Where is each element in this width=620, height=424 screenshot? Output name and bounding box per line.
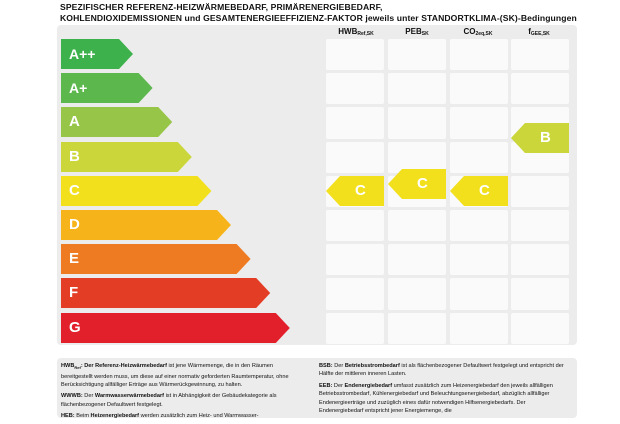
scale-bar-d: D [61,210,231,240]
column-header-peb: PEBSK [405,27,429,37]
scale-bar-a: A [61,107,173,138]
legend-eeb: EEB: Der Endenergiebedarf umfasst zusätz… [319,382,553,415]
header-line-1: SPEZIFISCHER REFERENZ-HEIZWÄRMEBEDARF, P… [60,2,383,12]
scale-label: A++ [69,46,96,62]
scale-label: E [69,250,80,268]
grid-cell [450,73,508,105]
grid-cell [450,312,508,344]
legend-box: HWBRef: Der Referenz-Heizwärmebedarf ist… [57,358,577,419]
header: SPEZIFISCHER REFERENZ-HEIZWÄRMEBEDARF, P… [60,2,615,24]
grid-cell [388,312,446,344]
grid-cell [388,278,446,310]
scale-bar-g: G [61,312,290,343]
legend-left: HWBRef: Der Referenz-Heizwärmebedarf ist… [61,362,306,424]
rating-indicator-peb: C [388,168,446,199]
grid-cell [326,210,384,242]
scale-label: G [69,318,81,336]
grid-cell [388,244,446,276]
grid-cell [450,107,508,139]
column-header-co2: CO2eq,SK [463,27,493,37]
scale-bar-e: E [61,244,251,275]
grid-cell [388,39,446,71]
scale-bar-aplus: A+ [61,73,153,104]
rating-label: B [540,128,551,146]
grid-cell [388,107,446,139]
scale-label: D [69,216,80,233]
grid-cell [326,278,384,310]
column-header-hwb: HWBRef,SK [338,27,374,37]
header-line-2: KOHLENDIOXIDEMISSIONEN und GESAMTENERGIE… [60,13,577,23]
grid-cell [511,175,569,207]
grid-cell [511,73,569,105]
scale-label: C [69,181,80,199]
grid-cell [326,312,384,344]
scale-label: A [69,113,80,131]
scale-label: A+ [69,80,88,97]
legend-bsb: BSB: Der Betriebsstrombedarf ist als flä… [319,363,564,378]
rating-label: C [417,174,428,192]
grid-cell [450,141,508,173]
scale-bar-f: F [61,278,271,309]
rating-indicator-hwb: C [326,175,384,206]
rating-label: C [355,181,366,199]
legend-wwwb: WWWB: Der Warmwasserwärmebedarf ist in A… [61,393,277,408]
grid-cell [511,244,569,276]
scale-bar-aplusplus: A++ [61,39,133,69]
rating-indicator-fgee: B [511,122,569,153]
grid-cell [326,39,384,71]
grid-cell [450,210,508,242]
grid-cell [511,278,569,310]
legend-heb: HEB: Beim Heizenergiebedarf werden zusät… [61,413,259,420]
scale-bar-c: C [61,175,212,206]
grid-cell [450,244,508,276]
rating-label: C [479,181,490,199]
grid-cell [388,210,446,242]
grid-cell [450,278,508,310]
scale-label: F [69,284,79,302]
grid-cell [511,312,569,344]
grid-cell [450,39,508,71]
grid-cell [511,210,569,242]
rating-indicator-co2: C [450,175,508,206]
scale-label: B [69,147,80,165]
grid-cell [326,244,384,276]
grid-cell [326,107,384,139]
grid-cell [388,141,446,173]
scale-bar-b: B [61,141,192,172]
grid-cell [511,39,569,71]
legend-hwb: HWBRef: Der Referenz-Heizwärmebedarf ist… [61,363,289,388]
grid-cell [326,141,384,173]
grid-cell [326,73,384,105]
column-header-fgee: fGEE,SK [528,27,550,37]
grid-cell [388,73,446,105]
